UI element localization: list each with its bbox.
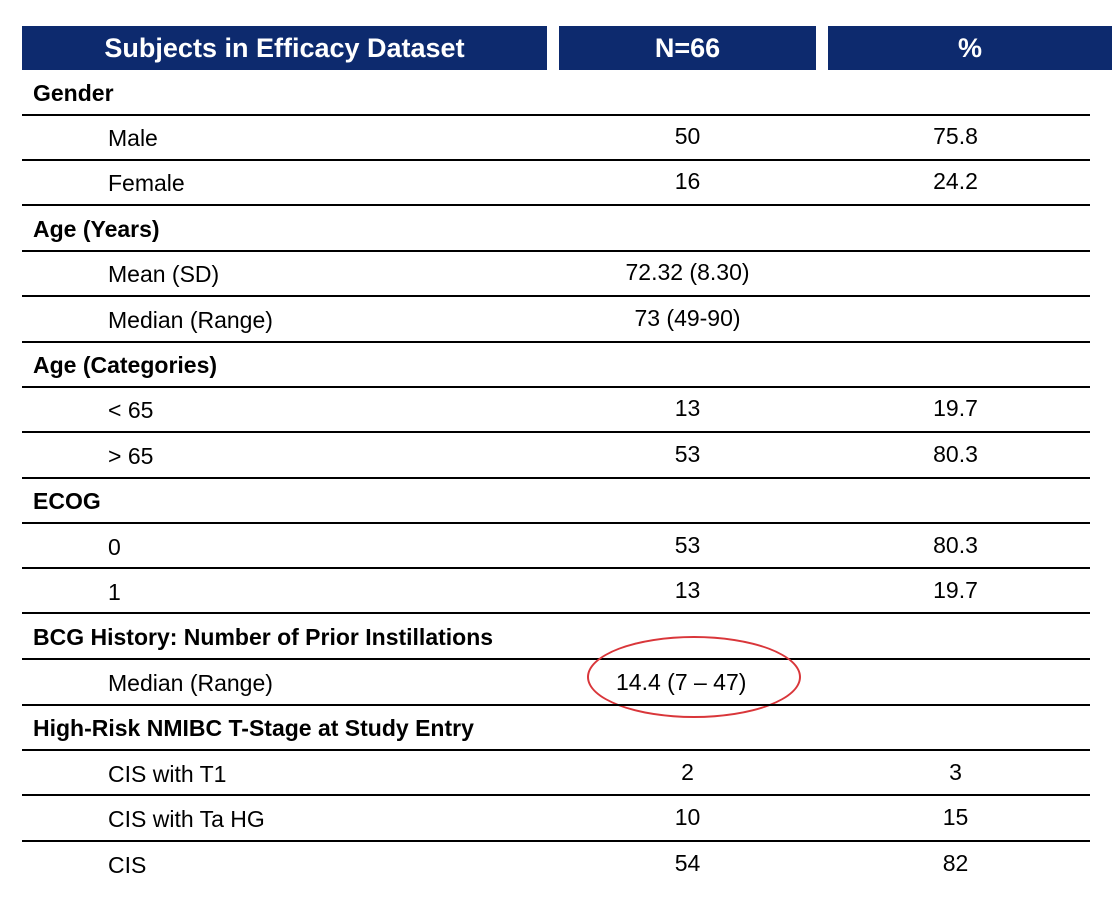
row-divider bbox=[22, 749, 1090, 751]
section-title-ecog: ECOG bbox=[33, 488, 101, 514]
row-label: CIS with T1 bbox=[108, 761, 227, 787]
row-n-value: 13 bbox=[674, 395, 701, 421]
header-percent: % bbox=[828, 26, 1112, 70]
row-n-value: 53 bbox=[674, 441, 701, 467]
row-divider bbox=[22, 658, 1090, 660]
section-title-age-categories: Age (Categories) bbox=[33, 352, 218, 378]
row-divider bbox=[22, 386, 1090, 388]
row-divider bbox=[22, 431, 1090, 433]
section-title-gender: Gender bbox=[33, 80, 114, 106]
row-divider bbox=[22, 704, 1090, 706]
highlight-circle bbox=[587, 636, 801, 718]
row-n-value: 73 (49-90) bbox=[634, 305, 741, 331]
row-label: CIS bbox=[108, 852, 147, 878]
section-title-bcg-history: BCG History: Number of Prior Instillatio… bbox=[33, 624, 494, 650]
row-label: 0 bbox=[108, 534, 121, 560]
row-pct-value: 3 bbox=[949, 759, 962, 785]
row-label: Median (Range) bbox=[108, 307, 273, 333]
row-divider bbox=[22, 840, 1090, 842]
section-title-nmibc-stage: High-Risk NMIBC T-Stage at Study Entry bbox=[33, 715, 474, 741]
row-label: CIS with Ta HG bbox=[108, 806, 265, 832]
section-title-age-years: Age (Years) bbox=[33, 216, 160, 242]
row-n-value: 13 bbox=[674, 577, 701, 603]
row-n-value: 54 bbox=[674, 850, 701, 876]
row-label: Mean (SD) bbox=[108, 261, 220, 287]
row-divider bbox=[22, 341, 1090, 343]
row-divider bbox=[22, 567, 1090, 569]
row-divider bbox=[22, 159, 1090, 161]
row-label: > 65 bbox=[108, 443, 154, 469]
row-n-value: 50 bbox=[674, 123, 701, 149]
row-divider bbox=[22, 114, 1090, 116]
row-label: Median (Range) bbox=[108, 670, 273, 696]
row-pct-value: 75.8 bbox=[933, 123, 978, 149]
row-pct-value: 19.7 bbox=[933, 577, 978, 603]
row-pct-value: 82 bbox=[942, 850, 969, 876]
row-divider bbox=[22, 295, 1090, 297]
row-pct-value: 80.3 bbox=[933, 441, 978, 467]
row-label: < 65 bbox=[108, 397, 154, 423]
row-pct-value: 19.7 bbox=[933, 395, 978, 421]
row-n-value: 72.32 (8.30) bbox=[625, 259, 750, 285]
header-n: N=66 bbox=[559, 26, 816, 70]
row-label: Male bbox=[108, 125, 158, 151]
row-divider bbox=[22, 250, 1090, 252]
row-n-value: 53 bbox=[674, 532, 701, 558]
row-divider bbox=[22, 477, 1090, 479]
row-divider bbox=[22, 794, 1090, 796]
row-divider bbox=[22, 204, 1090, 206]
row-pct-value: 24.2 bbox=[933, 168, 978, 194]
row-n-value: 16 bbox=[674, 168, 701, 194]
header-subjects: Subjects in Efficacy Dataset bbox=[22, 26, 547, 70]
row-label: 1 bbox=[108, 579, 121, 605]
row-divider bbox=[22, 522, 1090, 524]
row-n-value: 2 bbox=[681, 759, 694, 785]
row-pct-value: 15 bbox=[942, 804, 969, 830]
row-label: Female bbox=[108, 170, 185, 196]
row-divider bbox=[22, 612, 1090, 614]
row-n-value: 10 bbox=[674, 804, 701, 830]
row-pct-value: 80.3 bbox=[933, 532, 978, 558]
